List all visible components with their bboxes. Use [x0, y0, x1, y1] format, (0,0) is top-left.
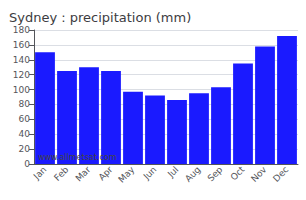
svg-text:120: 120 [13, 70, 30, 80]
svg-text:140: 140 [13, 55, 30, 65]
svg-text:Oct: Oct [228, 164, 246, 182]
svg-text:Mar: Mar [73, 164, 92, 183]
svg-text:160: 160 [13, 40, 30, 50]
svg-text:Aug: Aug [183, 164, 202, 183]
svg-text:60: 60 [19, 114, 31, 124]
svg-text:40: 40 [19, 129, 31, 139]
svg-text:Apr: Apr [96, 164, 114, 182]
svg-text:Jul: Jul [165, 164, 180, 179]
svg-text:Sep: Sep [205, 164, 224, 183]
svg-text:Jan: Jan [31, 164, 49, 182]
svg-text:0: 0 [24, 159, 30, 169]
svg-text:May: May [116, 164, 137, 185]
svg-text:Dec: Dec [271, 164, 290, 183]
svg-text:www.allmetsat.com: www.allmetsat.com [38, 153, 117, 162]
svg-text:100: 100 [13, 85, 30, 95]
svg-text:Sydney : precipitation (mm): Sydney : precipitation (mm) [9, 10, 191, 25]
svg-text:Nov: Nov [249, 164, 269, 184]
svg-text:Jun: Jun [141, 164, 159, 182]
svg-text:20: 20 [19, 144, 31, 154]
svg-text:Feb: Feb [52, 164, 71, 183]
svg-text:180: 180 [13, 25, 30, 35]
svg-text:80: 80 [19, 99, 31, 109]
